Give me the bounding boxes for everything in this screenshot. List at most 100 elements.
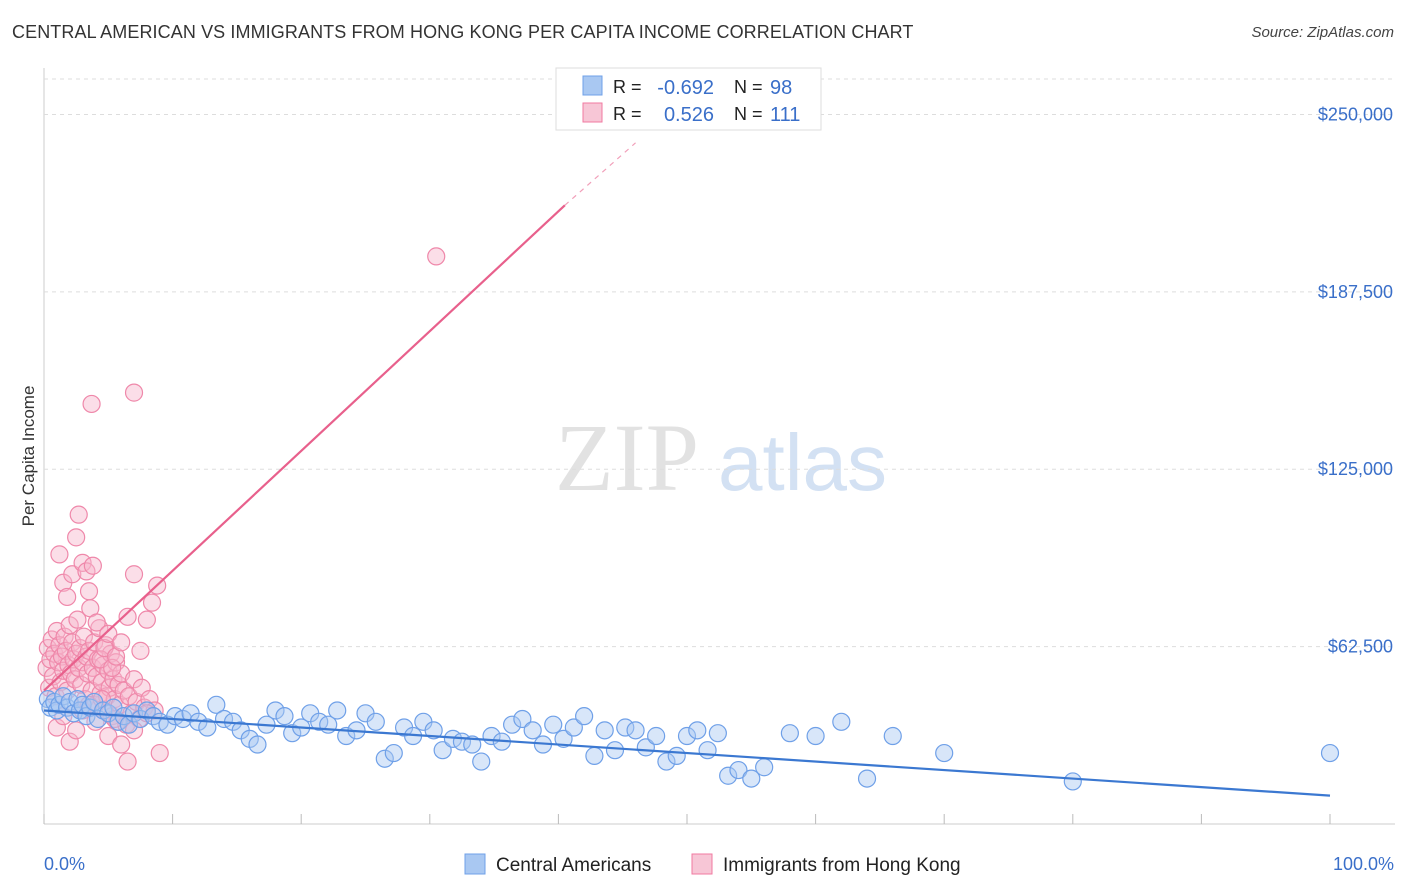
central-american-point: [248, 735, 267, 754]
legend-r-label-1: R =: [613, 77, 642, 97]
central-american-point: [472, 752, 491, 771]
central-american-point: [513, 709, 532, 729]
hong-kong-point: [142, 593, 162, 612]
hong-kong-point: [83, 556, 102, 575]
hong-kong-point: [150, 743, 169, 763]
hong-kong-point: [50, 545, 69, 564]
hong-kong-point: [67, 528, 86, 547]
central-american-point: [595, 721, 614, 740]
central-american-point: [708, 724, 727, 743]
hong-kong-point: [63, 565, 82, 584]
hong-kong-point: [427, 247, 446, 266]
central-american-point: [626, 721, 645, 740]
hong-kong-point: [99, 726, 118, 746]
central-american-point: [266, 701, 285, 720]
central-american-point: [755, 758, 774, 777]
central-american-point: [503, 715, 522, 734]
central-american-point: [554, 729, 573, 748]
bottom-legend-label-2: Immigrants from Hong Kong: [723, 855, 961, 876]
bottom-legend-label-1: Central Americans: [496, 855, 651, 876]
central-american-point: [424, 721, 443, 740]
central-american-point: [109, 712, 128, 731]
central-american-point: [375, 749, 394, 768]
watermark-atlas: atlas: [718, 418, 887, 507]
central-american-point: [605, 741, 625, 760]
central-american-point: [198, 718, 217, 737]
legend-r-label-2: R =: [613, 104, 642, 124]
hong-kong-point: [112, 735, 131, 754]
central-american-point: [283, 724, 302, 743]
hong-kong-points: [37, 247, 446, 771]
hong-kong-point: [137, 610, 156, 629]
x-tick-label-min: 0.0%: [44, 854, 85, 874]
central-american-point: [384, 743, 403, 763]
hong-kong-point: [68, 610, 87, 629]
central-american-point: [832, 712, 851, 731]
central-american-point: [883, 726, 902, 746]
hong-kong-point: [112, 633, 131, 652]
legend-n-value-2: 111: [770, 104, 800, 126]
central-american-point: [780, 724, 799, 743]
central-american-point: [616, 718, 635, 737]
hong-kong-point: [60, 732, 79, 751]
hong-kong-point: [106, 647, 126, 666]
watermark-zip: ZIP: [555, 404, 699, 511]
hong-kong-point: [72, 675, 91, 695]
legend-n-label-1: N =: [734, 77, 763, 97]
legend-swatch-blue: [582, 75, 603, 96]
x-tick-marks: [43, 814, 1331, 824]
hong-kong-trend-line: [43, 204, 566, 692]
central-american-point: [1320, 743, 1340, 763]
legend-n-label-2: N =: [734, 104, 763, 124]
central-american-point: [729, 760, 748, 780]
watermark: ZIP atlas: [555, 404, 887, 511]
hong-kong-point: [67, 721, 86, 740]
hong-kong-point: [79, 582, 99, 601]
central-american-point: [719, 766, 738, 785]
series-legend: Central Americans Immigrants from Hong K…: [464, 853, 961, 876]
hong-kong-point: [140, 690, 159, 709]
grid-lines: [44, 78, 1395, 648]
central-american-point: [857, 769, 877, 788]
trend-lines: [43, 142, 1331, 797]
hong-kong-point: [82, 394, 101, 414]
central-american-trend-line: [43, 709, 1331, 797]
central-american-point: [575, 707, 594, 726]
hong-kong-point: [131, 641, 150, 660]
chart-title: CENTRAL AMERICAN VS IMMIGRANTS FROM HONG…: [12, 22, 914, 42]
legend-swatch-pink: [582, 102, 603, 123]
central-american-point: [564, 718, 583, 737]
central-american-point: [585, 746, 604, 765]
bottom-legend-swatch-blue: [464, 853, 486, 875]
central-american-point: [698, 741, 717, 760]
hong-kong-point: [99, 624, 118, 643]
hong-kong-point: [114, 681, 133, 700]
y-tick-label-0: $62,500: [1328, 637, 1393, 657]
y-tick-labels: $62,500 $125,000 $187,500 $250,000: [1318, 104, 1393, 656]
y-tick-label-3: $250,000: [1318, 104, 1393, 124]
y-tick-label-1: $125,000: [1318, 459, 1393, 479]
hong-kong-point: [103, 658, 122, 678]
hong-kong-point: [69, 505, 88, 524]
bottom-legend-swatch-pink: [691, 853, 713, 875]
hong-kong-point: [124, 565, 144, 584]
central-american-point: [366, 712, 385, 731]
hong-kong-point: [118, 607, 137, 626]
hong-kong-point: [87, 613, 106, 632]
hong-kong-point: [74, 627, 93, 646]
y-axis-label: Per Capita Income: [19, 386, 38, 527]
central-american-point: [1063, 772, 1082, 791]
central-american-point: [544, 715, 563, 734]
central-american-point: [328, 701, 347, 720]
central-american-point: [463, 735, 482, 754]
central-american-point: [688, 721, 707, 740]
hong-kong-point: [73, 553, 92, 572]
central-american-point: [806, 726, 825, 746]
legend-r-value-1: -0.692: [657, 77, 714, 99]
central-american-points: [38, 687, 1340, 791]
source-note: Source: ZipAtlas.com: [1251, 24, 1394, 41]
x-tick-label-max: 100.0%: [1333, 854, 1394, 874]
central-american-point: [207, 695, 226, 714]
central-american-point: [433, 741, 452, 760]
